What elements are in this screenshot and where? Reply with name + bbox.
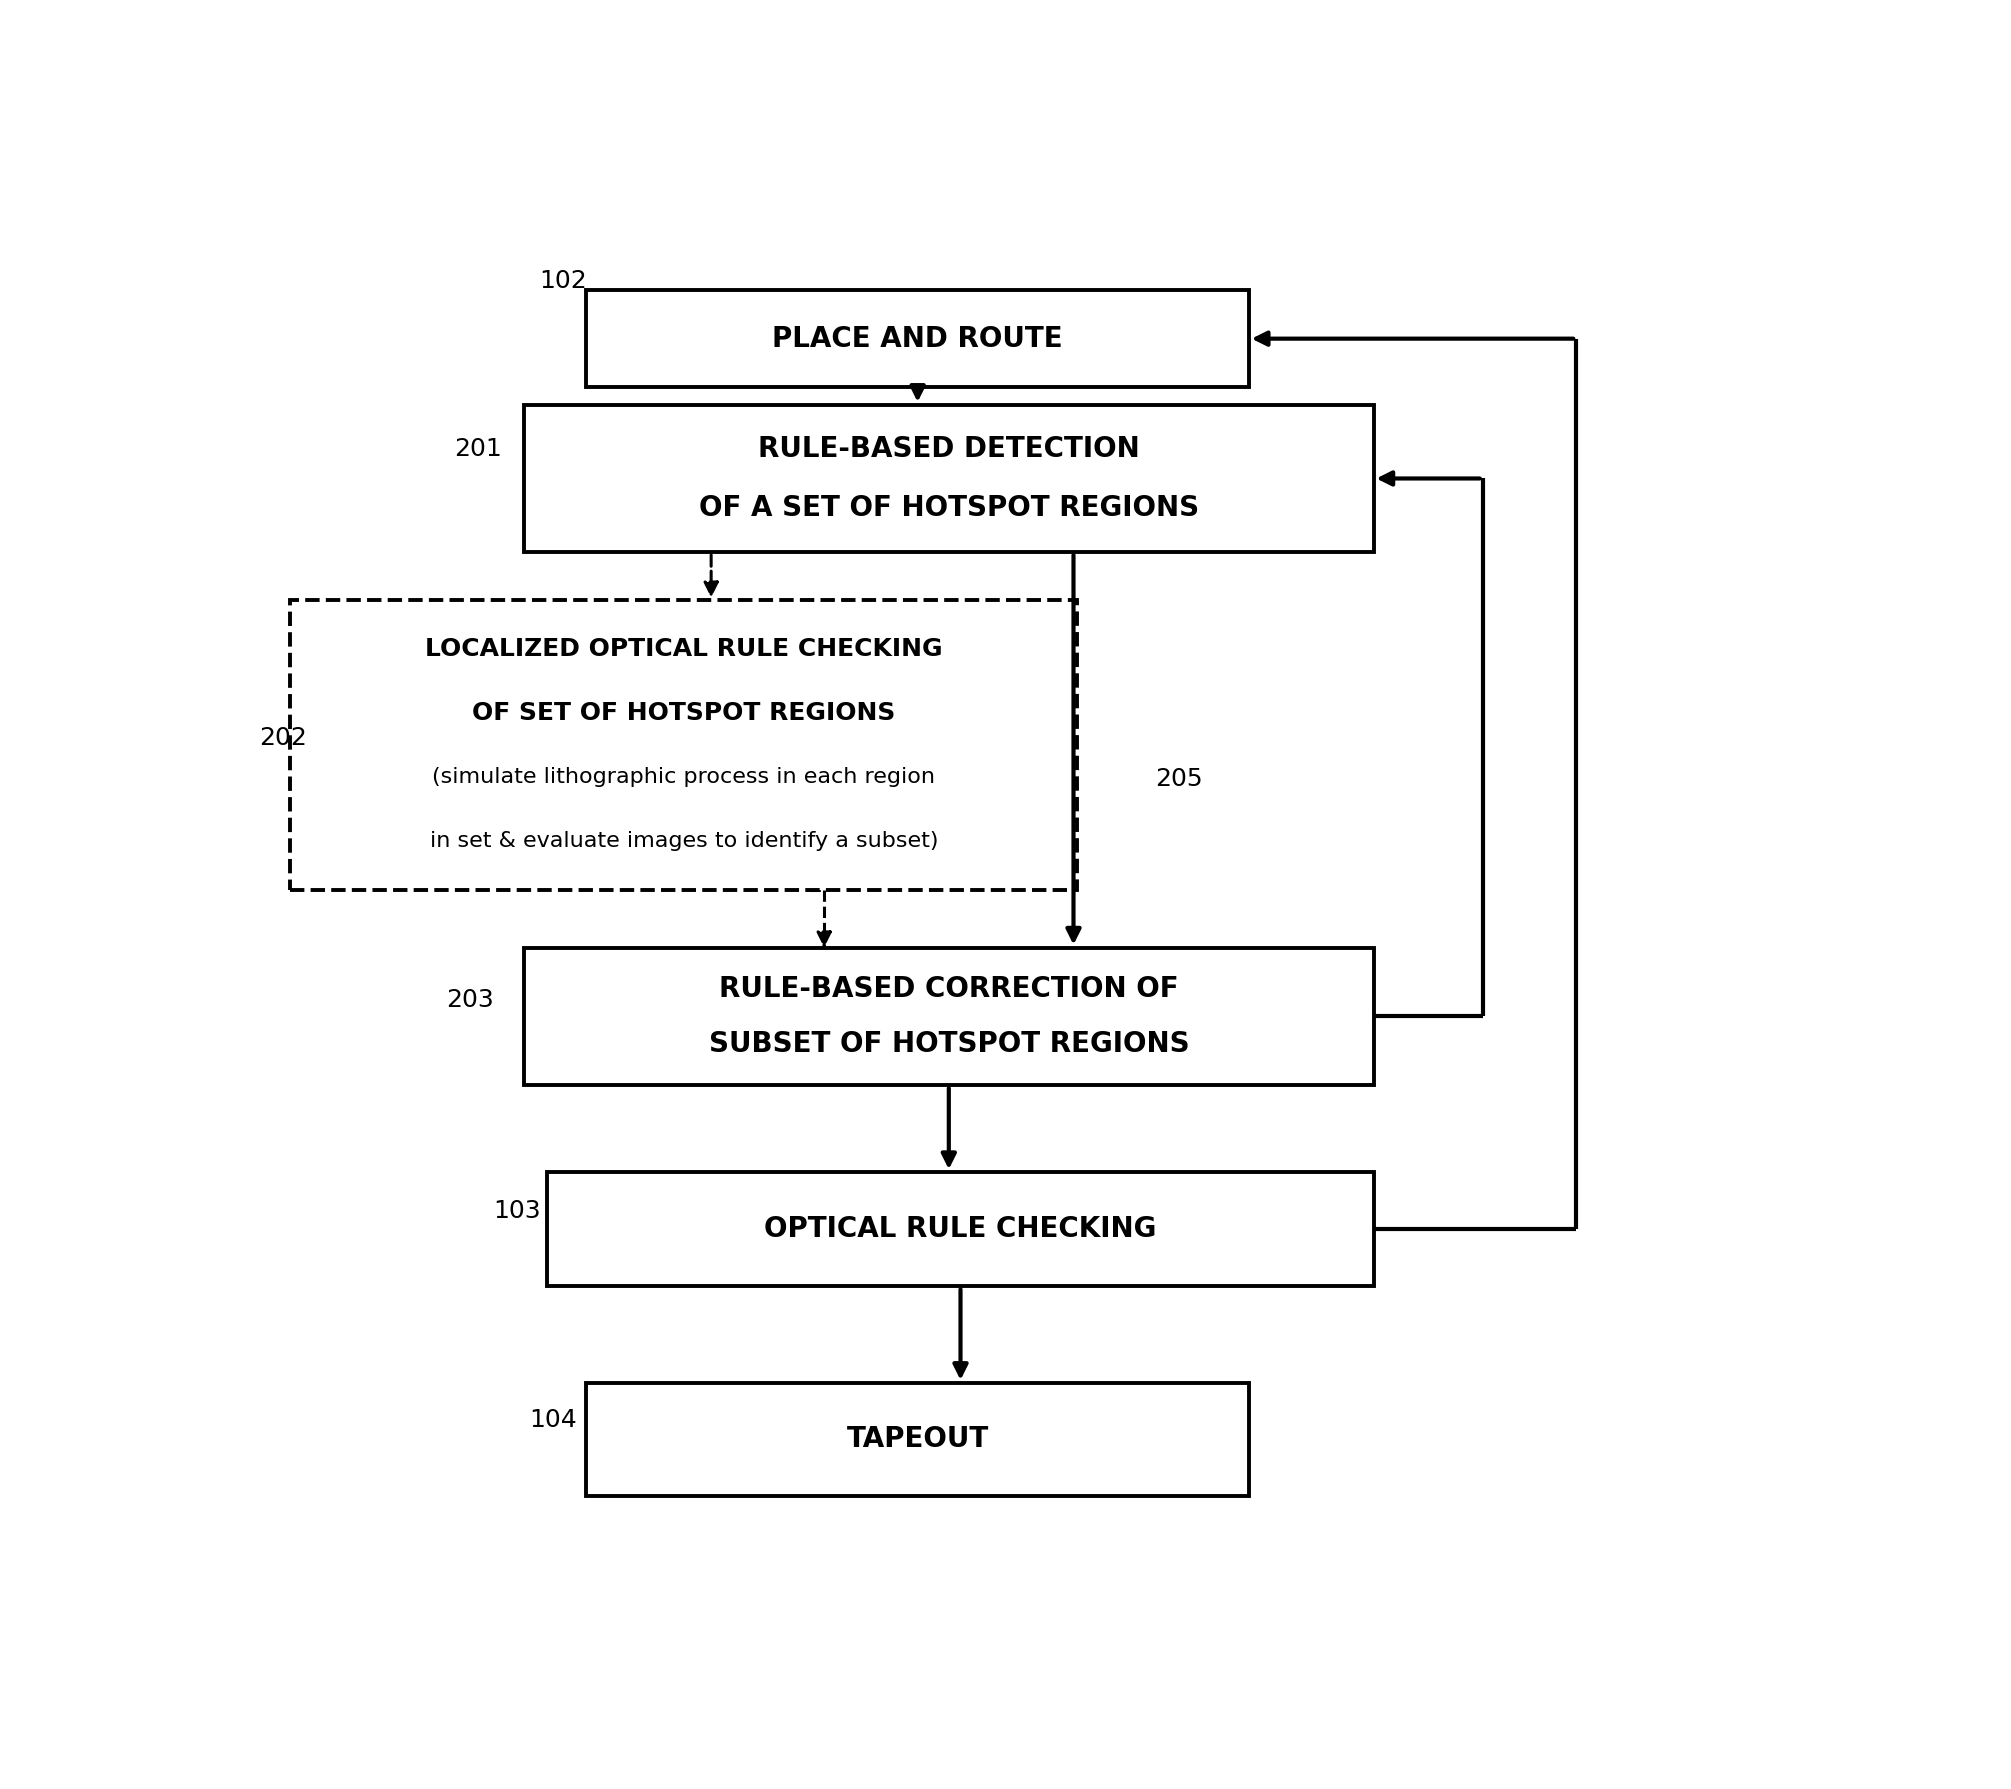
Text: 201: 201 (454, 437, 501, 462)
FancyBboxPatch shape (525, 404, 1374, 553)
FancyBboxPatch shape (525, 948, 1374, 1086)
Text: LOCALIZED OPTICAL RULE CHECKING: LOCALIZED OPTICAL RULE CHECKING (424, 637, 943, 660)
FancyBboxPatch shape (587, 1383, 1249, 1496)
Text: RULE-BASED CORRECTION OF: RULE-BASED CORRECTION OF (720, 975, 1178, 1004)
FancyBboxPatch shape (587, 290, 1249, 386)
Text: 202: 202 (259, 726, 308, 750)
Text: 103: 103 (493, 1199, 541, 1222)
FancyBboxPatch shape (547, 1172, 1374, 1286)
FancyBboxPatch shape (290, 601, 1078, 889)
Text: (simulate lithographic process in each region: (simulate lithographic process in each r… (432, 767, 935, 787)
Text: in set & evaluate images to identify a subset): in set & evaluate images to identify a s… (430, 832, 937, 852)
Text: TAPEOUT: TAPEOUT (847, 1426, 989, 1453)
Text: RULE-BASED DETECTION: RULE-BASED DETECTION (758, 435, 1140, 463)
Text: 102: 102 (539, 268, 587, 293)
Text: 205: 205 (1154, 767, 1203, 791)
Text: OPTICAL RULE CHECKING: OPTICAL RULE CHECKING (764, 1215, 1156, 1243)
Text: PLACE AND ROUTE: PLACE AND ROUTE (772, 324, 1064, 352)
Text: OF A SET OF HOTSPOT REGIONS: OF A SET OF HOTSPOT REGIONS (698, 494, 1199, 522)
Text: OF SET OF HOTSPOT REGIONS: OF SET OF HOTSPOT REGIONS (473, 701, 895, 725)
Text: SUBSET OF HOTSPOT REGIONS: SUBSET OF HOTSPOT REGIONS (708, 1030, 1189, 1057)
Text: 203: 203 (446, 988, 495, 1013)
Text: 104: 104 (529, 1408, 577, 1431)
